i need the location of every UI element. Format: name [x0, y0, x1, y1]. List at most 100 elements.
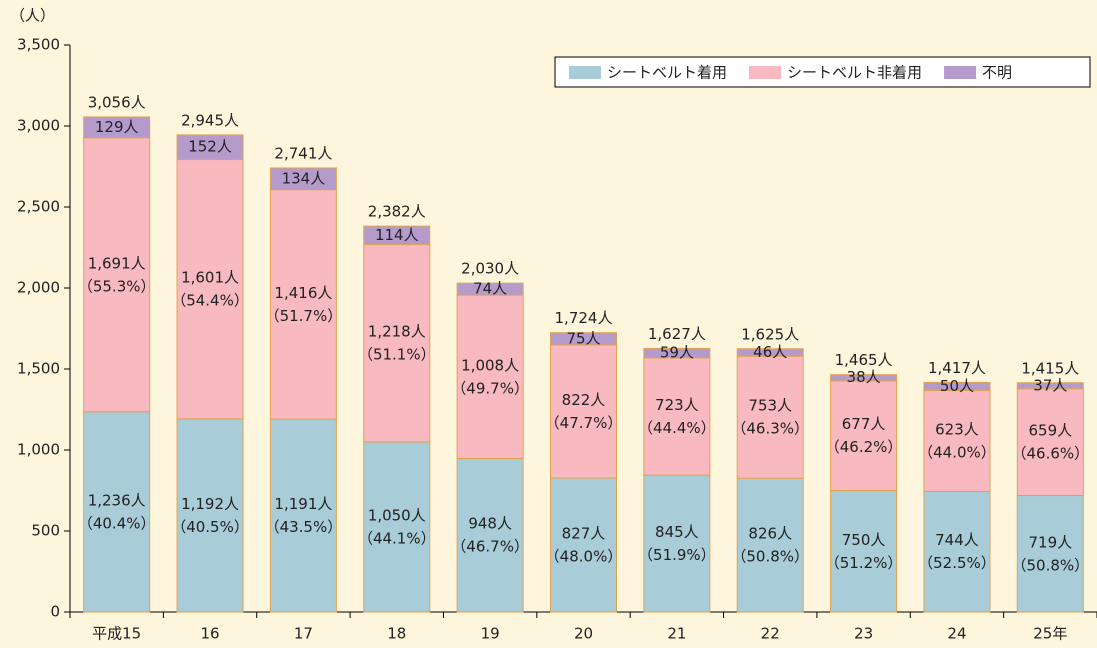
value-label: 114人: [375, 226, 419, 244]
share-label: （44.1%）: [358, 529, 436, 547]
bar-segment: [736, 348, 804, 357]
value-label: 75人: [566, 329, 600, 347]
share-label: （44.4%）: [638, 419, 716, 437]
value-label: 129人: [95, 118, 139, 136]
value-label: 152人: [188, 138, 232, 156]
y-tick-label: 3,500: [17, 36, 60, 54]
bar-segment: [269, 167, 337, 191]
share-label: （51.7%）: [265, 307, 343, 325]
x-tick-label: 23: [854, 625, 873, 643]
bar-segment: [456, 457, 524, 613]
bar-segment: [830, 490, 898, 613]
bar-segment: [176, 134, 244, 161]
share-label: （46.3%）: [731, 420, 809, 438]
share-label: （44.0%）: [918, 444, 996, 462]
total-label: 2,030人: [461, 260, 519, 278]
bar-segment: [83, 411, 151, 613]
value-label: 74人: [473, 280, 507, 298]
bar-segment: [1016, 388, 1084, 497]
value-label: 50人: [940, 377, 974, 395]
bar-segment: [550, 344, 617, 479]
bar-segment: [1016, 382, 1084, 390]
bar-segment: [923, 390, 991, 492]
total-label: 2,382人: [368, 203, 426, 221]
x-tick-label: 20: [574, 625, 593, 643]
value-label: 1,050人: [368, 506, 426, 524]
share-label: （55.3%）: [78, 277, 156, 295]
bar-segment: [83, 137, 151, 413]
legend: シートベルト着用 シートベルト非着用 不明: [554, 56, 1091, 88]
legend-label: シートベルト非着用: [787, 64, 922, 82]
bar-segment: [643, 357, 711, 476]
share-label: （47.7%）: [545, 414, 623, 432]
total-label: 1,415人: [1021, 359, 1079, 377]
value-label: 744人: [935, 531, 979, 549]
value-label: 845人: [655, 523, 699, 541]
value-label: 677人: [842, 415, 886, 433]
value-label: 719人: [1028, 533, 1072, 551]
total-label: 3,056人: [88, 93, 146, 111]
bar-segment: [830, 380, 898, 491]
value-label: 826人: [748, 525, 792, 543]
y-axis-label: （人）: [10, 7, 55, 25]
x-tick-label: 25年: [1033, 625, 1067, 643]
x-tick-label: 18: [387, 625, 406, 643]
legend-box: [554, 56, 1091, 88]
value-label: 623人: [935, 421, 979, 439]
bar-segment: [643, 474, 711, 613]
value-label: 1,008人: [461, 356, 519, 374]
y-tick-label: 1,000: [17, 441, 60, 459]
value-label: 723人: [655, 396, 699, 414]
legend-swatch: [749, 66, 782, 79]
value-label: 59人: [660, 344, 694, 362]
value-label: 38人: [847, 368, 881, 386]
share-label: （52.5%）: [918, 554, 996, 572]
total-label: 2,945人: [181, 111, 239, 129]
value-label: 1,218人: [368, 323, 426, 341]
share-label: （40.5%）: [171, 518, 249, 536]
bar-segment: [363, 441, 431, 613]
bar-segment: [1016, 495, 1084, 613]
bar-segment: [176, 159, 244, 420]
share-label: （46.2%）: [825, 438, 903, 456]
x-tick-label: 19: [481, 625, 500, 643]
value-label: 822人: [562, 391, 606, 409]
value-label: 753人: [748, 397, 792, 415]
share-label: （40.4%）: [78, 514, 156, 532]
value-label: 827人: [562, 525, 606, 543]
total-label: 1,627人: [648, 325, 706, 343]
y-tick-label: 2,000: [17, 279, 60, 297]
bar-segment: [550, 477, 617, 613]
share-label: （50.8%）: [1011, 556, 1089, 574]
bar-segment: [269, 418, 337, 613]
x-tick-label: 17: [294, 625, 313, 643]
bar-segment: [550, 332, 617, 346]
value-label: 948人: [468, 515, 512, 533]
total-label: 1,724人: [555, 309, 613, 327]
x-tick-label: 24: [947, 625, 966, 643]
x-tick-label: 22: [761, 625, 780, 643]
legend-swatch: [944, 66, 977, 79]
bar-segment: [923, 381, 991, 392]
total-label: 1,417人: [928, 359, 986, 377]
value-label: 134人: [282, 169, 326, 187]
share-label: （51.2%）: [825, 554, 903, 572]
value-label: 659人: [1028, 422, 1072, 440]
value-label: 1,236人: [88, 491, 146, 509]
x-tick-label: 16: [200, 625, 219, 643]
share-label: （50.8%）: [731, 548, 809, 566]
legend-label: シートベルト着用: [607, 64, 727, 82]
share-label: （46.6%）: [1011, 445, 1089, 463]
bar-segment: [83, 116, 151, 139]
share-label: （49.7%）: [451, 379, 529, 397]
bar-segment: [736, 355, 804, 479]
share-label: （54.4%）: [171, 292, 249, 310]
share-label: （51.9%）: [638, 546, 716, 564]
value-label: 1,691人: [88, 254, 146, 272]
value-label: 1,191人: [274, 495, 332, 513]
bar-segment: [363, 225, 431, 246]
share-label: （51.1%）: [358, 346, 436, 364]
share-label: （48.0%）: [545, 548, 623, 566]
x-tick-label: 平成15: [92, 625, 141, 643]
